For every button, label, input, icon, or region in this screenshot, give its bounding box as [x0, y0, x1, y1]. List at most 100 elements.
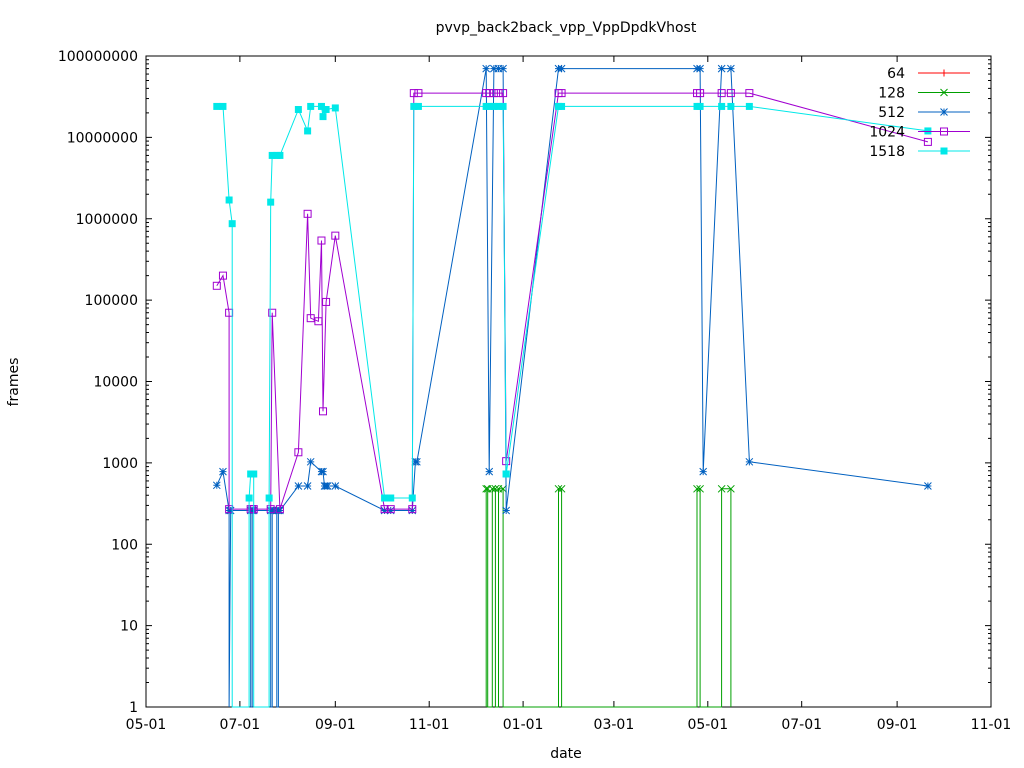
data-point: [276, 151, 284, 159]
data-point: [727, 64, 735, 73]
data-point: [940, 108, 948, 116]
x-tick-label: 07-01: [220, 717, 261, 733]
data-point: [745, 457, 754, 466]
data-point: [414, 102, 422, 110]
data-point: [275, 505, 284, 514]
data-point: [322, 297, 331, 306]
data-point: [726, 89, 735, 98]
plot-area: [212, 64, 932, 708]
data-point: [485, 102, 493, 110]
data-point: [745, 89, 754, 98]
x-tick-label: 11-01: [971, 717, 1012, 733]
data-point: [386, 506, 395, 515]
data-point: [212, 481, 221, 490]
data-point: [218, 271, 227, 280]
data-point: [245, 494, 253, 502]
data-point: [482, 484, 491, 493]
data-point: [488, 484, 497, 493]
data-point: [485, 467, 494, 476]
data-point: [924, 127, 932, 135]
data-point: [294, 482, 303, 490]
data-point: [557, 484, 566, 493]
data-point: [306, 314, 315, 323]
y-axis-label: frames: [6, 358, 22, 407]
data-point: [331, 231, 340, 240]
y-tick-label: 1: [129, 700, 138, 716]
data-point: [414, 89, 423, 98]
x-axis: 05-01 07-01 09-01 11-01 01-01 03-01 05-01 07-01…: [126, 56, 1012, 733]
data-point: [717, 484, 726, 493]
data-point: [940, 127, 948, 136]
series-1518: [213, 102, 932, 708]
data-point: [408, 494, 416, 502]
x-tick-label: 05-01: [687, 717, 728, 733]
data-point: [319, 467, 327, 476]
data-point: [267, 198, 275, 206]
data-point: [696, 484, 704, 493]
data-point: [306, 457, 315, 466]
x-tick-label: 09-01: [315, 717, 356, 733]
data-point: [557, 64, 566, 73]
data-point: [696, 89, 705, 98]
data-point: [727, 484, 735, 493]
x-tick-label: 05-01: [126, 717, 167, 733]
x-tick-label: 03-01: [594, 717, 635, 733]
data-point: [489, 64, 498, 73]
data-point: [940, 88, 948, 97]
data-point: [696, 102, 704, 110]
y-tick-label: 10000: [93, 375, 138, 391]
data-point: [322, 106, 330, 114]
data-point: [317, 236, 326, 245]
data-point: [314, 317, 323, 326]
legend-label: 1518: [869, 144, 905, 160]
legend-label: 1024: [869, 125, 905, 141]
data-point: [693, 484, 701, 493]
data-point: [408, 506, 417, 515]
legend-label: 128: [878, 86, 905, 102]
data-point: [499, 89, 508, 98]
data-point: [331, 104, 339, 112]
data-point: [213, 102, 221, 110]
data-point: [558, 102, 566, 110]
data-point: [413, 457, 421, 466]
data-point: [940, 69, 948, 77]
data-point: [225, 196, 233, 204]
data-point: [494, 89, 503, 98]
data-point: [265, 494, 273, 502]
y-axis: 1 10 100 1000 10000 100000 1000000 10000000 1000…: [58, 49, 991, 716]
data-point: [718, 102, 726, 110]
data-point: [499, 64, 507, 73]
data-point: [494, 64, 503, 73]
data-point: [319, 113, 327, 121]
data-point: [482, 64, 491, 73]
data-point: [303, 209, 312, 218]
data-point: [294, 106, 302, 114]
x-axis-label: date: [550, 746, 582, 762]
data-point: [228, 220, 236, 228]
y-tick-label: 1000000: [76, 212, 138, 228]
y-tick-label: 100000: [85, 293, 138, 309]
data-point: [924, 482, 932, 490]
data-point: [485, 89, 494, 98]
legend-label: 64: [887, 66, 905, 82]
data-point: [319, 407, 328, 416]
data-point: [410, 102, 418, 110]
data-point: [268, 151, 276, 159]
legend-label: 512: [878, 105, 905, 121]
chart-title: pvvp_back2back_vpp_VppDpdkVhost: [436, 20, 697, 36]
data-point: [699, 467, 708, 476]
data-point: [380, 505, 389, 514]
data-point: [250, 470, 258, 478]
x-tick-label: 09-01: [877, 717, 918, 733]
data-point: [554, 484, 563, 493]
data-point: [557, 89, 566, 98]
data-point: [386, 505, 395, 514]
data-point: [489, 89, 498, 98]
data-point: [219, 467, 227, 476]
data-point: [266, 505, 275, 514]
series-128: [482, 484, 735, 708]
y-tick-label: 10: [120, 619, 138, 635]
data-point: [408, 505, 417, 514]
data-point: [923, 137, 932, 146]
